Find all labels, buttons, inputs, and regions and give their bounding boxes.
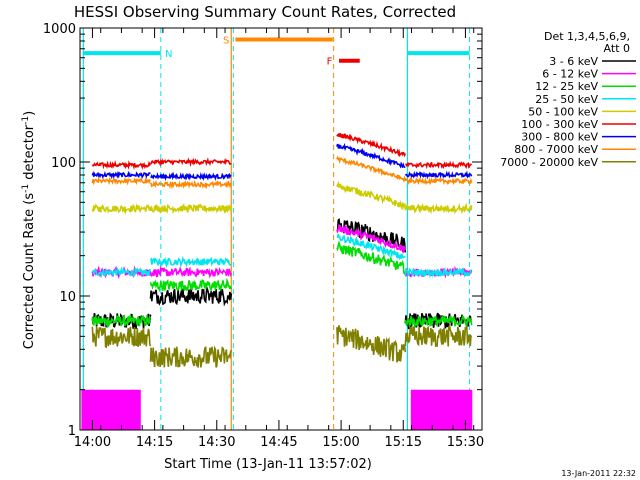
series-line xyxy=(404,312,473,330)
series-line xyxy=(404,267,473,279)
x-tick-label: 14:00 xyxy=(74,435,111,450)
x-axis-label: Start Time (13-Jan-11 13:57:02) xyxy=(164,457,372,472)
legend-entry-label: 7000 - 20000 keV xyxy=(500,156,598,169)
x-tick-label: 15:15 xyxy=(385,435,422,450)
series-line xyxy=(149,203,233,214)
series-line xyxy=(404,265,473,279)
state-bar-label: N xyxy=(165,49,172,60)
state-bar-label: F xyxy=(327,57,333,68)
plot-area: N S F xyxy=(81,28,473,430)
legend-header: Det 1,3,4,5,6,9, xyxy=(544,30,630,43)
x-tick-label: 15:30 xyxy=(447,435,484,450)
y-tick-label: 1 xyxy=(68,424,76,439)
legend-entry-label: 100 - 300 keV xyxy=(521,118,598,131)
legend-entry-label: 3 - 6 keV xyxy=(549,55,598,68)
series-line xyxy=(149,265,233,279)
low-count-band xyxy=(81,389,141,430)
series-line xyxy=(91,312,152,329)
series-line xyxy=(404,170,473,180)
series-line xyxy=(91,170,151,180)
legend-entry-label: 6 - 12 keV xyxy=(542,68,598,81)
x-tick-label: 14:45 xyxy=(260,435,297,450)
legend-entry-label: 25 - 50 keV xyxy=(535,93,598,106)
series-line xyxy=(92,266,152,278)
series-line xyxy=(149,345,233,368)
series-line xyxy=(150,256,232,268)
series-line xyxy=(91,326,152,349)
series-line xyxy=(149,179,232,190)
legend-entry-label: 50 - 100 keV xyxy=(528,105,598,118)
series-line xyxy=(336,233,406,261)
series-line xyxy=(336,155,407,183)
series-line xyxy=(336,223,407,254)
series-line xyxy=(336,142,406,169)
y-tick-label: 100 xyxy=(51,156,76,171)
footer-date: 13-Jan-2011 22:32 xyxy=(561,469,636,478)
x-axis: 14:00 14:15 14:30 14:45 15:00 15:15 15:30 xyxy=(74,28,484,450)
series-line xyxy=(91,176,151,186)
series-line xyxy=(336,325,407,363)
plot-frame xyxy=(79,27,483,431)
legend-entry-label: 300 - 800 keV xyxy=(521,131,598,144)
legend-entry-label: 12 - 25 keV xyxy=(535,80,598,93)
x-tick-label: 14:15 xyxy=(136,435,173,450)
y-tick-label: 10 xyxy=(59,290,76,305)
series-line xyxy=(91,203,152,215)
series-line xyxy=(404,315,473,330)
series-line xyxy=(150,157,232,168)
series-line xyxy=(150,171,232,182)
series-line xyxy=(405,160,472,170)
series-line xyxy=(336,180,406,211)
chart-title: HESSI Observing Summary Count Rates, Cor… xyxy=(74,3,456,21)
series-line xyxy=(336,133,407,158)
legend-header: Att 0 xyxy=(604,42,630,55)
series-line xyxy=(336,240,407,276)
x-tick-label: 14:30 xyxy=(198,435,235,450)
y-axis: 1 10 100 1000 xyxy=(43,22,482,439)
legend-entry-label: 800 - 7000 keV xyxy=(514,143,598,156)
series-line xyxy=(149,277,233,293)
series-line xyxy=(404,322,473,348)
low-count-band xyxy=(410,389,473,430)
y-tick-label: 1000 xyxy=(43,22,76,37)
x-tick-label: 15:00 xyxy=(322,435,359,450)
series-line xyxy=(149,285,233,307)
series-line xyxy=(91,159,152,171)
series-line xyxy=(404,176,473,186)
series-line xyxy=(404,202,473,215)
y-axis-label: Corrected Count Rate (s-1 detector-1) xyxy=(21,111,37,349)
state-bar-label: S xyxy=(223,36,229,47)
